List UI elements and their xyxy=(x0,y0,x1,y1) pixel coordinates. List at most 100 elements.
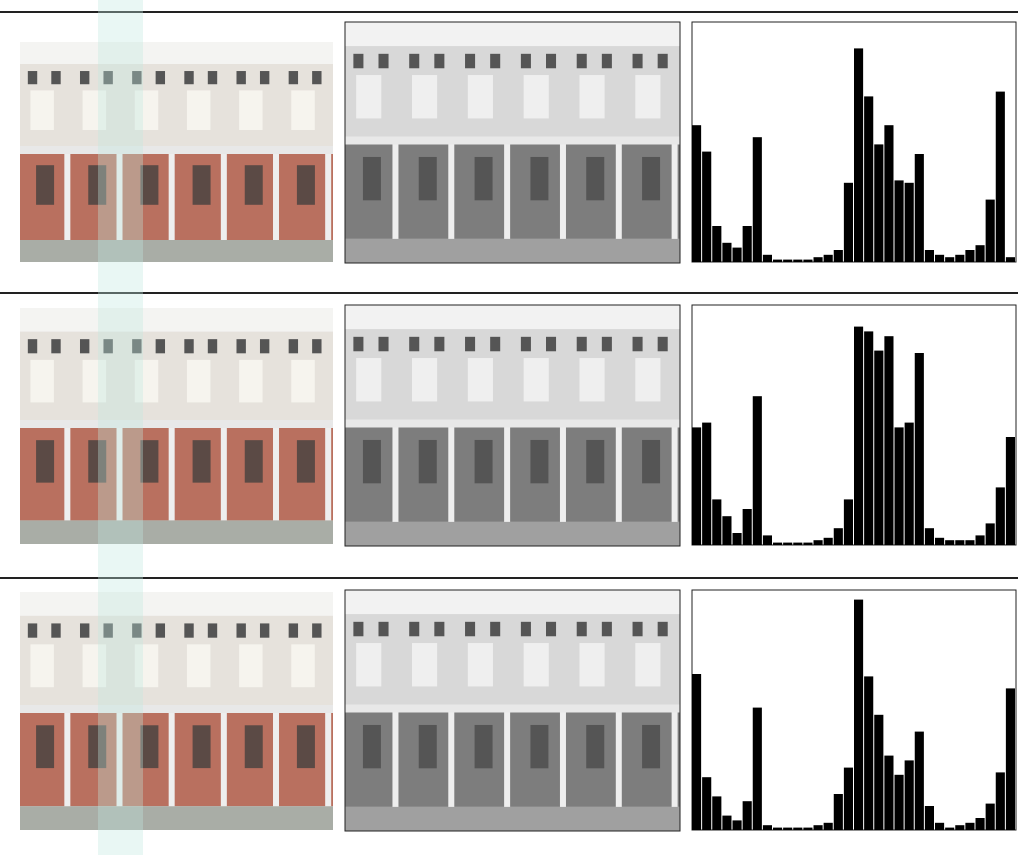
panel xyxy=(468,75,493,118)
window xyxy=(602,337,612,351)
ground xyxy=(20,520,333,544)
bar xyxy=(803,828,812,830)
window xyxy=(193,165,211,205)
upper-wall xyxy=(20,616,333,711)
window xyxy=(379,337,389,351)
panel xyxy=(580,358,605,401)
window xyxy=(490,54,500,68)
bar xyxy=(915,353,924,545)
panel xyxy=(468,358,493,401)
upper-wall xyxy=(345,46,680,142)
pillar xyxy=(64,152,70,240)
ground xyxy=(345,239,680,263)
bar xyxy=(763,535,772,545)
bar xyxy=(976,818,985,830)
bar xyxy=(814,825,823,830)
window xyxy=(184,339,193,353)
bar xyxy=(955,540,964,545)
bar xyxy=(955,825,964,830)
window xyxy=(530,725,548,768)
window xyxy=(419,725,437,768)
window xyxy=(379,54,389,68)
ledge xyxy=(20,420,333,428)
window xyxy=(465,337,475,351)
window xyxy=(530,440,548,483)
bar xyxy=(915,732,924,830)
pillar xyxy=(325,152,331,240)
window xyxy=(193,725,211,768)
panel xyxy=(635,75,660,118)
bar xyxy=(905,183,914,262)
pillar xyxy=(616,711,622,807)
bar xyxy=(844,768,853,830)
bar xyxy=(925,250,934,262)
ground xyxy=(20,806,333,830)
window xyxy=(475,440,493,483)
window xyxy=(577,622,587,636)
window xyxy=(521,337,531,351)
window xyxy=(36,440,54,482)
bar xyxy=(712,226,721,262)
bar xyxy=(854,48,863,262)
panel xyxy=(187,644,210,687)
color-image xyxy=(20,592,333,830)
bar xyxy=(844,499,853,545)
bar xyxy=(763,825,772,830)
pillar xyxy=(392,711,398,807)
bar xyxy=(996,772,1005,830)
window xyxy=(658,622,668,636)
pillar xyxy=(448,143,454,239)
histogram xyxy=(692,590,1016,830)
panel xyxy=(524,643,549,686)
upper-wall xyxy=(345,329,680,425)
bar xyxy=(743,226,752,262)
pillar xyxy=(560,426,566,522)
bar xyxy=(925,806,934,830)
window xyxy=(602,54,612,68)
window xyxy=(245,725,263,768)
bar xyxy=(783,828,792,830)
pillar xyxy=(448,711,454,807)
window xyxy=(245,165,263,205)
bar xyxy=(722,516,731,545)
window xyxy=(642,725,660,768)
window xyxy=(289,623,298,637)
panel xyxy=(30,644,53,687)
bar xyxy=(824,823,833,830)
bar xyxy=(945,828,954,830)
panel xyxy=(524,358,549,401)
bar xyxy=(803,543,812,545)
window xyxy=(419,440,437,483)
window xyxy=(521,622,531,636)
histogram xyxy=(692,305,1016,545)
bar xyxy=(793,543,802,545)
bar xyxy=(753,708,762,830)
window xyxy=(156,71,165,84)
panel xyxy=(356,358,381,401)
window xyxy=(36,725,54,768)
figure xyxy=(0,0,1018,855)
pillar xyxy=(169,152,175,240)
pillar xyxy=(616,143,622,239)
pillar xyxy=(672,143,678,239)
bar xyxy=(986,200,995,262)
window xyxy=(260,339,269,353)
window xyxy=(379,622,389,636)
window xyxy=(297,165,315,205)
bar xyxy=(864,331,873,545)
window xyxy=(546,337,556,351)
window xyxy=(633,337,643,351)
panel xyxy=(239,360,262,402)
bar xyxy=(884,756,893,830)
window xyxy=(363,157,381,200)
panel xyxy=(468,643,493,686)
bar xyxy=(783,260,792,262)
pillar xyxy=(672,426,678,522)
bar xyxy=(743,509,752,545)
window xyxy=(140,725,158,768)
panel xyxy=(412,358,437,401)
grayscale-image xyxy=(345,22,680,263)
bar xyxy=(945,257,954,262)
bar xyxy=(712,796,721,830)
panel xyxy=(412,75,437,118)
